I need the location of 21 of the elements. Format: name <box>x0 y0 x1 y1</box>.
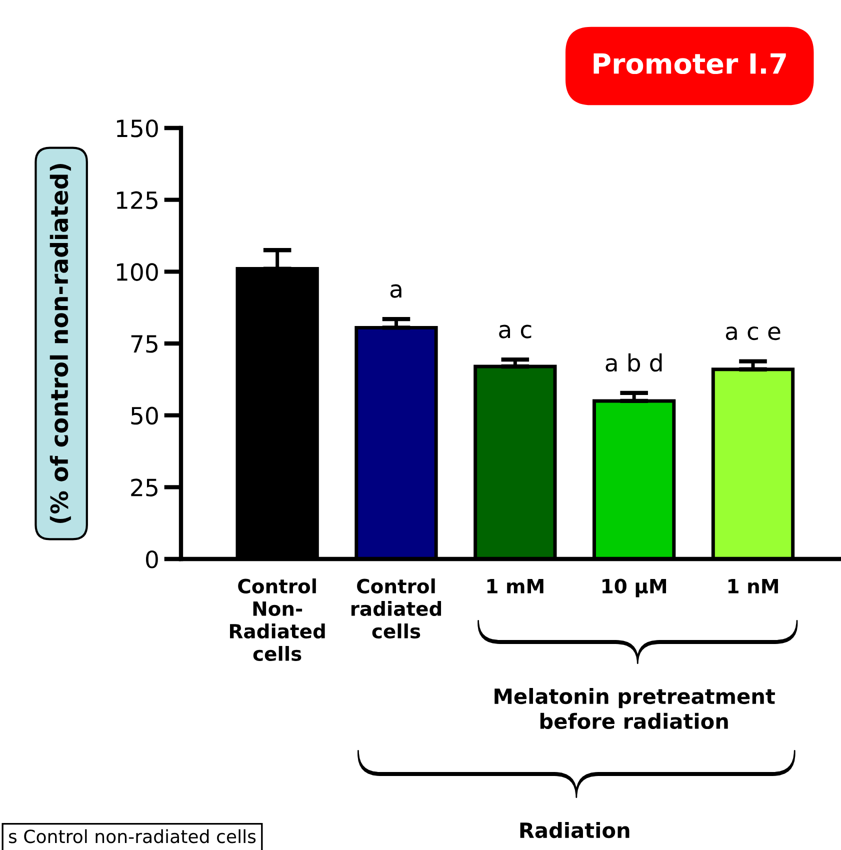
y-tick-label: 75 <box>131 335 158 353</box>
y-axis-title: (% of control non-radiated) <box>50 164 71 523</box>
x-tick-label: 1 nM <box>728 579 778 594</box>
annotation: a c e <box>726 326 780 340</box>
chart-title: Promoter I.7 <box>594 53 786 74</box>
y-tick-label: 50 <box>131 406 158 425</box>
text: s Control non-radiated cells <box>8 829 256 844</box>
x-tick-label: 10 μM <box>602 578 666 598</box>
x-tick-label: Control radiated cells <box>351 578 442 639</box>
annotation: a c <box>499 324 532 338</box>
y-tick-label: 150 <box>117 119 158 138</box>
annotation: a <box>390 284 402 298</box>
x-tick-label: 1 mM <box>487 579 544 594</box>
text: Radiation <box>520 822 630 838</box>
y-tick-label: 0 <box>146 550 158 568</box>
y-tick-label: 25 <box>131 478 158 496</box>
y-tick-label: 125 <box>117 191 158 210</box>
y-tick-label: 100 <box>117 263 158 281</box>
x-tick-label: Control Non- Radiated cells <box>230 578 325 662</box>
annotation: a b d <box>606 353 662 372</box>
text: Melatonin pretreatment before radiation <box>494 688 775 730</box>
